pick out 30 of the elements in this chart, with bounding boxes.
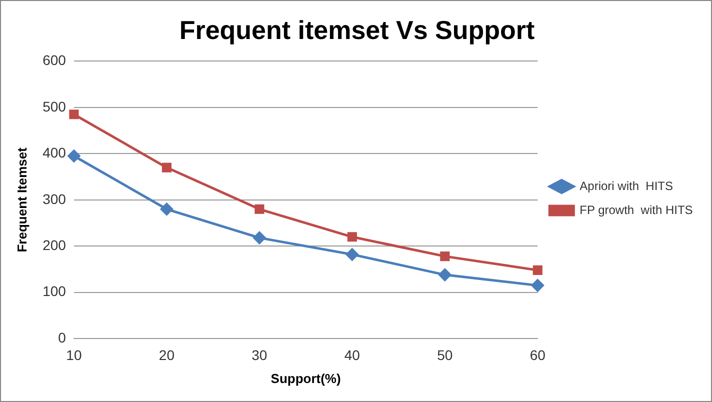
point bbox=[440, 252, 450, 262]
point bbox=[69, 110, 79, 120]
point bbox=[532, 265, 542, 275]
x-tick-label: 50 bbox=[437, 346, 453, 363]
point bbox=[160, 202, 173, 216]
point bbox=[254, 204, 264, 214]
x-tick-label: 40 bbox=[344, 346, 360, 363]
point bbox=[253, 232, 266, 244]
legend-label: Apriori with HITS bbox=[580, 178, 673, 193]
y-tick-label: 200 bbox=[42, 236, 66, 253]
x-axis-title: Support(%) bbox=[270, 370, 341, 386]
y-tick-label: 300 bbox=[42, 190, 66, 207]
legend-label: FP growth with HITS bbox=[580, 202, 693, 217]
point bbox=[347, 232, 357, 242]
chart-title: Frequent itemset Vs Support bbox=[179, 14, 536, 45]
point bbox=[346, 248, 358, 261]
y-tick-label: 600 bbox=[42, 52, 66, 68]
y-tick-label: 400 bbox=[42, 144, 66, 161]
y-tick-label: 500 bbox=[42, 98, 66, 114]
point bbox=[438, 268, 452, 282]
point bbox=[68, 150, 80, 162]
x-tick-label: 60 bbox=[530, 346, 546, 363]
y-tick-label: 0 bbox=[58, 329, 66, 346]
point bbox=[162, 162, 172, 172]
x-tick-label: 10 bbox=[66, 346, 82, 363]
x-tick-label: 20 bbox=[158, 346, 175, 363]
x-tick-label: 30 bbox=[252, 346, 268, 363]
point bbox=[531, 279, 544, 292]
y-axis-title: Frequent Itemset bbox=[14, 146, 30, 252]
y-tick-label: 100 bbox=[42, 283, 66, 300]
